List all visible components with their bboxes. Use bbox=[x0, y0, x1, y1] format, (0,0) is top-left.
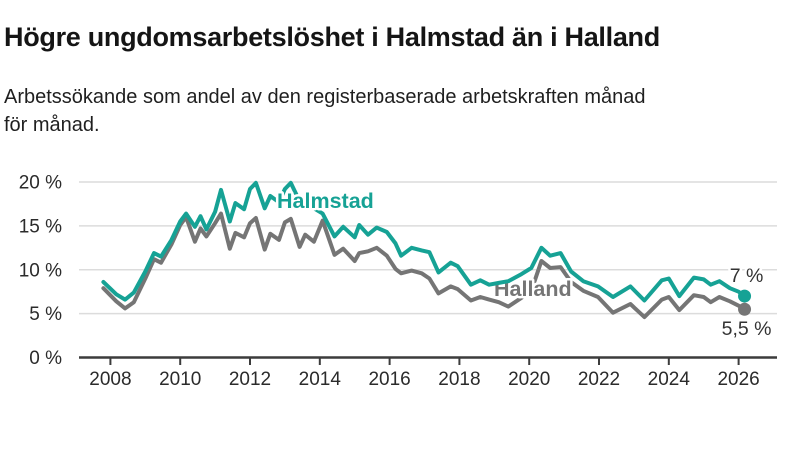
x-axis-tick-label: 2010 bbox=[159, 369, 201, 390]
subtitle-line-1: Arbetssökande som andel av den registerb… bbox=[4, 86, 646, 108]
page-title: Högre ungdomsarbetslöshet i Halmstad än … bbox=[4, 22, 660, 53]
series-line-halland bbox=[101, 211, 747, 320]
x-axis-tick-label: 2018 bbox=[438, 369, 480, 390]
series-label-halmstad: Halmstad bbox=[277, 189, 374, 213]
series-end-dot-halland bbox=[738, 302, 752, 316]
y-axis-tick-label: 0 % bbox=[29, 348, 62, 369]
y-axis-tick-label: 15 % bbox=[19, 216, 62, 237]
x-axis-tick-label: 2020 bbox=[508, 369, 550, 390]
y-axis-tick-label: 10 % bbox=[19, 260, 62, 281]
x-axis-tick-label: 2016 bbox=[368, 369, 410, 390]
series-line-halmstad bbox=[101, 180, 747, 303]
footer: Newsworthy bbox=[0, 410, 800, 450]
end-value-label-halland: 5,5 % bbox=[722, 318, 772, 340]
x-axis-tick-label: 2022 bbox=[578, 369, 620, 390]
x-axis-tick-label: 2008 bbox=[89, 369, 131, 390]
y-axis-tick-label: 20 % bbox=[19, 173, 62, 194]
x-axis-tick-label: 2014 bbox=[299, 369, 342, 390]
chart-subtitle: Arbetssökande som andel av den registerb… bbox=[4, 84, 784, 139]
x-axis-tick-label: 2026 bbox=[717, 369, 759, 390]
end-value-label-halmstad: 7 % bbox=[730, 265, 764, 287]
x-axis-tick-label: 2012 bbox=[229, 369, 271, 390]
series-end-dot-halmstad bbox=[738, 289, 752, 303]
y-axis-tick-label: 5 % bbox=[29, 304, 62, 325]
subtitle-line-2: för månad. bbox=[4, 113, 100, 136]
x-axis-tick-label: 2024 bbox=[648, 369, 691, 390]
